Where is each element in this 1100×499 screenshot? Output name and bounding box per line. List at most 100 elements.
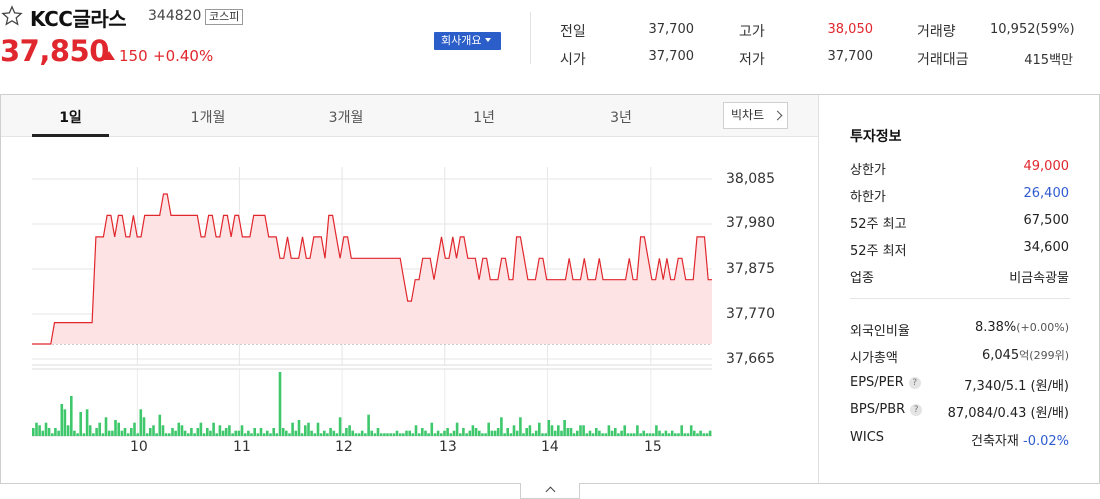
- volume-bar: [525, 428, 528, 436]
- high-value: 38,050: [827, 22, 874, 37]
- volume-bar: [291, 422, 294, 436]
- volume-bar: [187, 433, 190, 436]
- 52w-high-label: 52주 최고: [850, 217, 907, 232]
- volume-bar: [107, 430, 111, 436]
- volume-bar: [617, 433, 620, 436]
- x-tick-label: 13: [439, 439, 457, 455]
- volume-bar: [92, 433, 95, 436]
- market-cap-rank: (299위): [1029, 349, 1069, 362]
- volume-bar: [566, 428, 570, 436]
- volume-bar: [32, 428, 35, 436]
- help-icon[interactable]: ?: [908, 377, 921, 389]
- bigchart-button[interactable]: 빅차트: [723, 102, 788, 129]
- volume-bar: [41, 430, 45, 436]
- tab-1month[interactable]: 1개월: [190, 110, 226, 126]
- x-tick-label: 12: [335, 439, 353, 455]
- volume-bar: [126, 433, 130, 436]
- divider: [530, 12, 531, 64]
- market-cap-label: 시가총액: [850, 351, 898, 366]
- volume-bar: [316, 422, 320, 436]
- volume-bar: [506, 428, 509, 436]
- collapse-button[interactable]: [520, 483, 580, 499]
- prev-close-label: 전일: [560, 24, 586, 40]
- volume-bar: [670, 430, 674, 436]
- amount-value: 415백만: [1024, 53, 1073, 68]
- volume-bar: [629, 433, 633, 436]
- volume-bar: [342, 433, 345, 436]
- volume-bar: [430, 422, 434, 436]
- volume-bar: [664, 430, 668, 436]
- volume-bar: [705, 433, 709, 436]
- volume-bar: [557, 425, 560, 436]
- company-overview-button[interactable]: 회사개요: [434, 32, 501, 50]
- volume-bar: [221, 430, 225, 436]
- volume-bar: [411, 433, 415, 436]
- volume-bar: [199, 422, 203, 436]
- chevron-up-icon: [545, 486, 556, 497]
- volume-bar: [560, 430, 563, 436]
- low-label: 저가: [739, 52, 765, 68]
- volume-bar: [648, 433, 652, 436]
- volume-bar: [224, 428, 228, 436]
- y-tick-label: 37,980: [726, 215, 775, 231]
- favorite-star-icon[interactable]: [1, 5, 23, 27]
- tab-3year[interactable]: 3년: [610, 110, 632, 126]
- eps-per-label: EPS/PER?: [850, 375, 921, 390]
- upper-limit-label: 상한가: [850, 163, 886, 178]
- 52w-low-value: 34,600: [1023, 240, 1070, 255]
- low-value: 37,700: [827, 49, 874, 64]
- volume-bar: [155, 433, 158, 436]
- volume-bar: [421, 428, 424, 436]
- volume-bar: [379, 433, 383, 436]
- volume-bar: [604, 433, 608, 436]
- wics-value[interactable]: 건축자재 -0.02%: [971, 430, 1069, 449]
- price-chart[interactable]: [0, 138, 818, 483]
- volume-bar: [297, 420, 301, 436]
- volume-bar: [63, 409, 67, 436]
- volume-bar: [427, 433, 430, 436]
- volume-bar: [76, 433, 79, 436]
- volume-bar: [392, 433, 396, 436]
- period-tabs: [1, 95, 818, 137]
- volume-bar: [496, 428, 500, 436]
- volume-bar: [202, 433, 206, 436]
- y-tick-label: 37,875: [726, 261, 775, 277]
- volume-bar: [253, 428, 256, 436]
- volume-bar: [661, 433, 664, 436]
- eps-per-value: 7,340/5.1 (원/배): [964, 375, 1069, 394]
- market-badge: 코스피: [205, 9, 244, 25]
- volume-bar: [446, 428, 449, 436]
- market-cap-unit: 억: [1019, 349, 1030, 362]
- volume-bar: [193, 433, 196, 436]
- volume-bar: [626, 433, 630, 436]
- volume-bar: [256, 433, 260, 436]
- volume-bar: [547, 420, 551, 436]
- volume-bar: [351, 430, 354, 436]
- volume-bar: [183, 430, 187, 436]
- volume-bar: [206, 428, 209, 436]
- help-icon[interactable]: ?: [910, 404, 923, 416]
- volume-bar: [329, 428, 332, 436]
- volume-bar: [275, 433, 279, 436]
- tab-1day[interactable]: 1일: [59, 110, 82, 126]
- tab-1year[interactable]: 1년: [473, 110, 495, 126]
- volume-bar: [98, 422, 101, 436]
- price-line: [32, 193, 712, 345]
- volume-bar: [180, 425, 184, 436]
- volume-bar: [376, 428, 380, 436]
- foreign-ratio-change: (+0.00%): [1016, 321, 1069, 334]
- volume-bar: [677, 433, 680, 436]
- volume-bar: [655, 425, 658, 436]
- volume-bar: [285, 430, 288, 436]
- volume-bar: [278, 372, 282, 436]
- volume-bar: [111, 430, 114, 436]
- sector-value[interactable]: 비금속광물: [1009, 271, 1069, 286]
- volume-bar: [367, 414, 370, 436]
- up-arrow-icon: [103, 51, 115, 60]
- volume-bar: [582, 425, 585, 436]
- volume-bar: [452, 430, 456, 436]
- volume-bar: [544, 433, 547, 436]
- volume-bar: [332, 430, 336, 436]
- tab-3month[interactable]: 3개월: [328, 110, 364, 126]
